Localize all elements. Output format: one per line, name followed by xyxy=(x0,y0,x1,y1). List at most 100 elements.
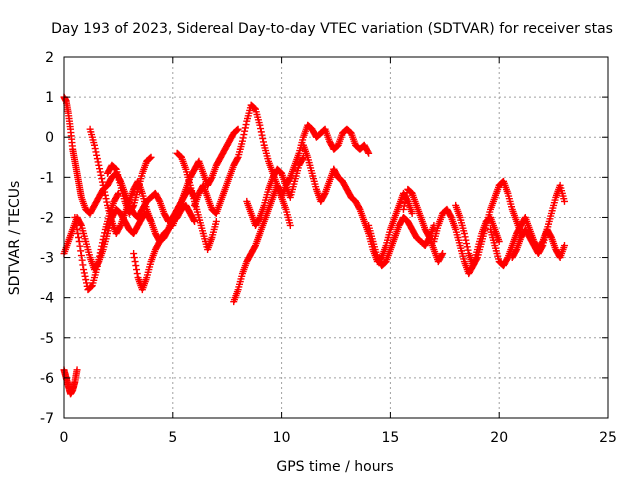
data-point xyxy=(98,239,106,247)
data-point xyxy=(96,252,104,260)
data-point xyxy=(463,243,471,251)
data-point xyxy=(447,212,455,220)
data-point xyxy=(80,266,88,274)
data-point xyxy=(77,220,85,228)
data-point xyxy=(251,243,259,251)
data-point xyxy=(101,191,109,199)
data-point xyxy=(90,141,98,149)
data-point xyxy=(402,195,410,203)
chart-title: Day 193 of 2023, Sidereal Day-to-day VTE… xyxy=(51,21,613,37)
x-tick-label: 15 xyxy=(381,430,399,446)
data-point xyxy=(238,137,246,145)
data-point xyxy=(538,243,546,251)
data-point xyxy=(78,256,86,264)
data-point xyxy=(364,148,372,156)
data-point xyxy=(460,229,468,237)
data-point xyxy=(286,175,294,183)
data-point xyxy=(255,215,263,223)
data-point xyxy=(71,213,79,221)
data-point xyxy=(365,149,373,157)
data-point xyxy=(258,131,266,139)
series-sat-track-10 xyxy=(230,181,294,306)
data-point xyxy=(98,175,106,183)
data-point xyxy=(81,272,89,280)
data-point xyxy=(257,128,265,136)
data-point xyxy=(96,249,104,257)
data-point xyxy=(401,199,409,207)
series-sat-track-4 xyxy=(71,189,122,294)
x-tick-label: 25 xyxy=(599,430,617,446)
data-point xyxy=(77,247,85,255)
data-point xyxy=(116,223,124,231)
series-sat-track-15 xyxy=(365,213,438,270)
data-point xyxy=(408,209,416,217)
data-point xyxy=(80,269,88,277)
data-point xyxy=(73,225,81,233)
data-point xyxy=(130,250,138,258)
data-point xyxy=(461,233,469,241)
data-point xyxy=(82,276,90,284)
data-point xyxy=(495,238,503,246)
data-point xyxy=(464,246,472,254)
data-point xyxy=(75,234,83,241)
data-point xyxy=(503,255,511,263)
data-point xyxy=(212,217,220,225)
data-point xyxy=(132,262,140,270)
y-tick-label: 1 xyxy=(45,90,54,106)
data-point xyxy=(425,232,433,240)
data-point xyxy=(96,165,104,173)
data-point xyxy=(75,238,83,246)
data-point xyxy=(74,229,82,237)
data-point xyxy=(239,134,247,142)
x-axis-title: GPS time / hours xyxy=(276,459,393,475)
y-tick-label: -1 xyxy=(40,170,54,186)
y-tick-label: -3 xyxy=(40,251,54,267)
data-point xyxy=(241,124,249,132)
data-point xyxy=(72,217,80,225)
data-point xyxy=(100,185,108,193)
series-sat-track-16 xyxy=(399,185,447,266)
x-tick-label: 20 xyxy=(490,430,508,446)
data-point xyxy=(439,250,447,258)
y-tick-label: 2 xyxy=(45,50,54,66)
data-point xyxy=(130,254,138,262)
data-point xyxy=(97,246,105,254)
data-point xyxy=(233,155,241,163)
data-point xyxy=(256,121,264,129)
x-tick-label: 10 xyxy=(273,430,291,446)
data-point xyxy=(438,251,446,259)
series-sat-track-21 xyxy=(60,366,81,398)
data-point xyxy=(79,261,87,269)
y-tick-label: -6 xyxy=(40,371,54,387)
data-point xyxy=(399,205,407,213)
y-tick-label: -7 xyxy=(40,411,54,427)
data-point xyxy=(101,188,109,196)
data-point xyxy=(82,279,90,287)
data-point xyxy=(133,270,141,278)
data-point xyxy=(241,127,249,135)
y-tick-label: -5 xyxy=(40,331,54,347)
y-tick-label: 0 xyxy=(45,130,54,146)
data-point xyxy=(99,181,107,189)
data-point xyxy=(400,202,408,210)
x-tick-label: 5 xyxy=(168,430,177,446)
data-point xyxy=(191,217,199,225)
data-point xyxy=(560,242,568,250)
data-point xyxy=(402,192,410,200)
data-point xyxy=(96,168,104,176)
y-axis-title: SDTVAR / TECUs xyxy=(7,181,23,296)
data-point xyxy=(131,258,139,266)
data-point xyxy=(286,221,294,229)
data-point xyxy=(512,247,520,255)
data-point xyxy=(560,197,568,205)
data-point xyxy=(97,171,105,179)
data-point xyxy=(114,191,122,199)
data-point xyxy=(207,175,215,183)
data-point xyxy=(93,262,101,270)
data-point xyxy=(91,145,99,153)
data-point xyxy=(242,121,250,129)
data-point xyxy=(257,125,265,133)
data-point xyxy=(100,232,108,240)
data-point xyxy=(101,229,109,237)
